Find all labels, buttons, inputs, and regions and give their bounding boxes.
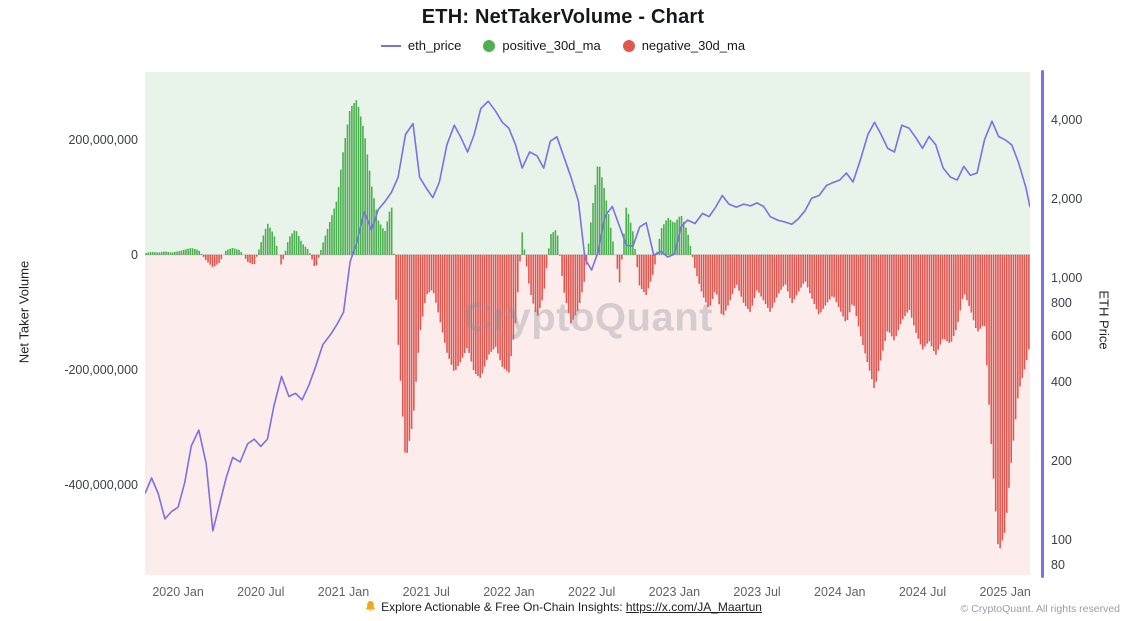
x-axis-tick-label: 2023 Jan (648, 585, 701, 599)
red-dot-icon (622, 39, 635, 52)
x-axis-tick-label: 2023 Jul (733, 585, 781, 599)
left-axis-tick-label: -400,000,000 (64, 477, 138, 492)
right-axis-tick-label: 2,000 (1051, 191, 1083, 206)
copyright-text: © CryptoQuant. All rights reserved (960, 603, 1120, 615)
right-axis-line (1041, 70, 1044, 578)
green-dot-icon (483, 39, 496, 52)
legend-item-positive-30d-ma[interactable]: positive_30d_ma (483, 38, 601, 53)
right-axis-tick-label: 1,000 (1051, 270, 1083, 285)
x-axis-tick-label: 2020 Jul (237, 585, 285, 599)
legend-item-eth-price[interactable]: eth_price (380, 38, 462, 53)
zero-line (145, 254, 1030, 256)
x-axis-tick-label: 2020 Jan (152, 585, 204, 599)
right-axis-tick-label: 4,000 (1051, 113, 1083, 127)
x-axis-tick-label: 2022 Jul (567, 585, 616, 599)
right-axis-tick-label: 80 (1051, 558, 1065, 573)
legend-item-negative-30d-ma[interactable]: negative_30d_ma (622, 38, 746, 53)
right-axis-tick-label: 800 (1051, 296, 1072, 311)
net-taker-volume-bars (145, 100, 1030, 549)
left-axis-tick-label: -200,000,000 (64, 362, 138, 377)
footer-text: Explore Actionable & Free On-Chain Insig… (381, 600, 623, 614)
eth-price-line (145, 100, 1030, 532)
plot-background-positive (145, 72, 1030, 255)
legend-label: eth_price (407, 38, 462, 53)
x-axis-tick-label: 2021 Jan (317, 585, 370, 599)
x-axis-tick-label: 2024 Jul (898, 585, 947, 599)
x-axis-tick-label: 2022 Jan (483, 585, 535, 599)
legend-label: positive_30d_ma (502, 38, 601, 53)
footer-note: Explore Actionable & Free On-Chain Insig… (0, 600, 1126, 614)
left-axis-title: Net Taker Volume (16, 260, 32, 364)
chart-plot-area[interactable] (145, 72, 1030, 575)
bell-icon (366, 600, 376, 611)
chart-legend: eth_price positive_30d_ma negative_30d_m… (0, 38, 1126, 53)
right-axis-tick-label: 200 (1051, 453, 1072, 468)
x-axis-tick-label: 2025 Jan (979, 585, 1031, 599)
line-marker-icon (380, 44, 401, 47)
right-axis-title: ETH Price (1096, 290, 1112, 350)
footer-link[interactable]: https://x.com/JA_Maartun (625, 600, 762, 614)
left-axis-tick-label: 0 (131, 247, 138, 262)
right-axis-tick-label: 100 (1051, 532, 1072, 547)
page-title: ETH: NetTakerVolume - Chart (421, 6, 705, 28)
right-axis-tick-label: 600 (1051, 328, 1072, 343)
left-axis-tick-label: 200,000,000 (68, 132, 138, 147)
plot-background-negative (145, 254, 1030, 575)
right-axis-tick-label: 400 (1051, 374, 1072, 389)
x-axis-tick-label: 2021 Jul (402, 585, 450, 599)
legend-label: negative_30d_ma (641, 38, 746, 53)
x-axis-tick-label: 2024 Jan (814, 585, 866, 599)
